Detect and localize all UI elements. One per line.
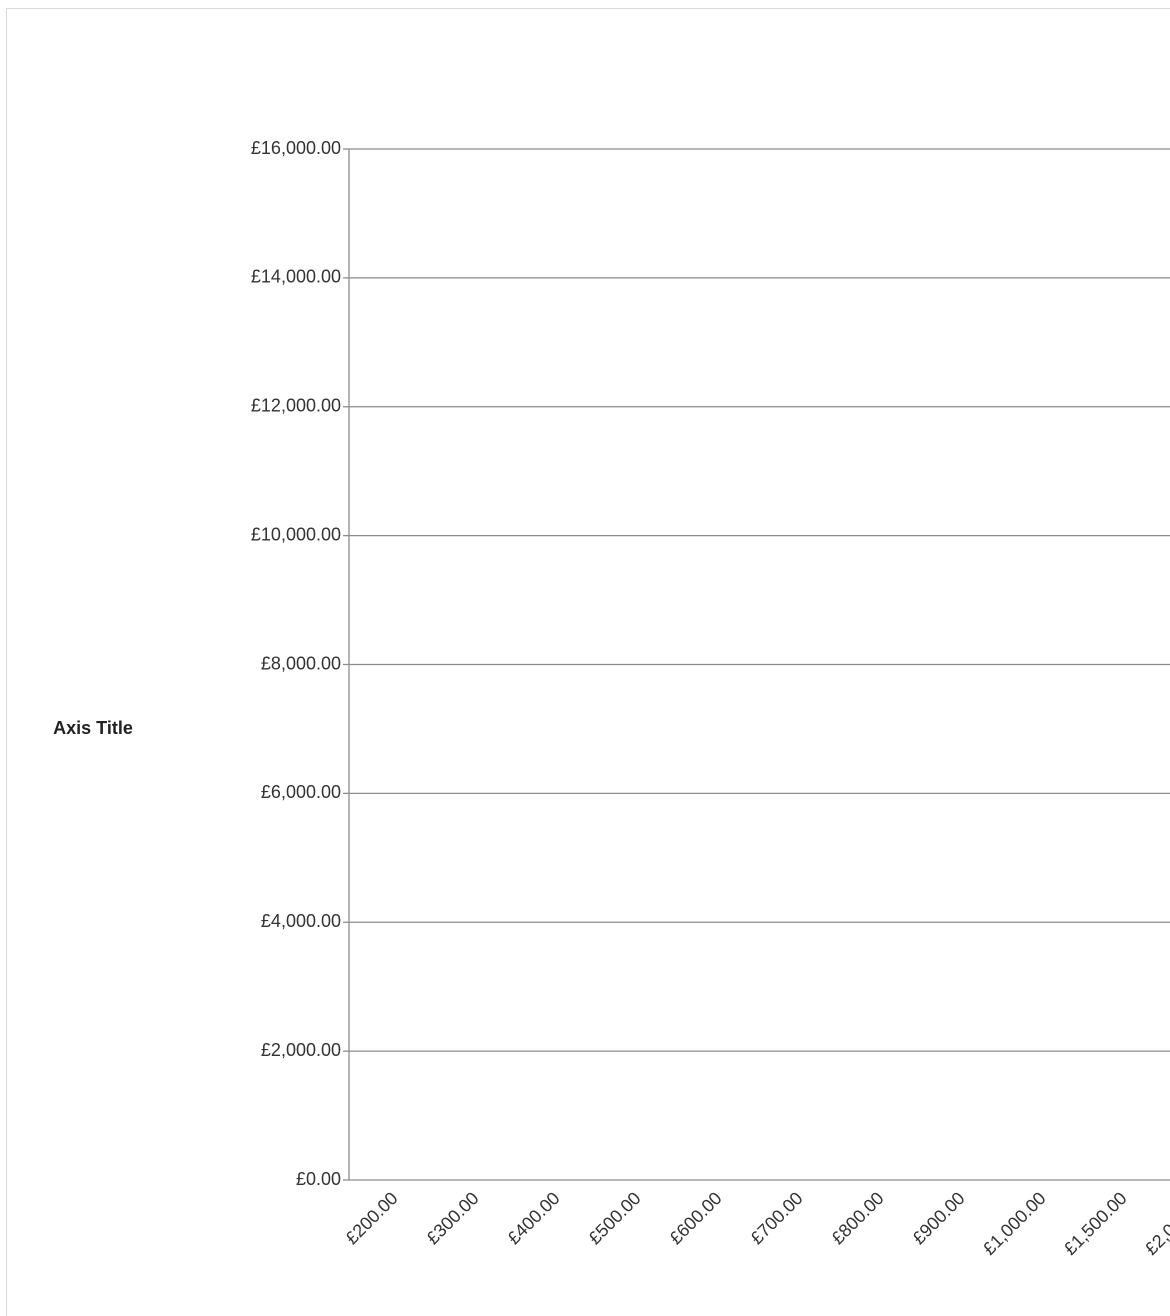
- y-tick-label: £14,000.00: [251, 267, 341, 287]
- y-tick-label: £16,000.00: [251, 138, 341, 158]
- chart-area: [6, 8, 1170, 1316]
- y-tick-label: £10,000.00: [251, 524, 341, 544]
- y-axis-title: Axis Title: [53, 718, 133, 738]
- y-tick-label: £4,000.00: [261, 911, 341, 931]
- y-tick-label: £8,000.00: [261, 653, 341, 673]
- y-tick-label: £6,000.00: [261, 782, 341, 802]
- y-tick-label: £2,000.00: [261, 1040, 341, 1060]
- y-tick-label: £0.00: [296, 1169, 341, 1189]
- y-tick-label: £12,000.00: [251, 396, 341, 416]
